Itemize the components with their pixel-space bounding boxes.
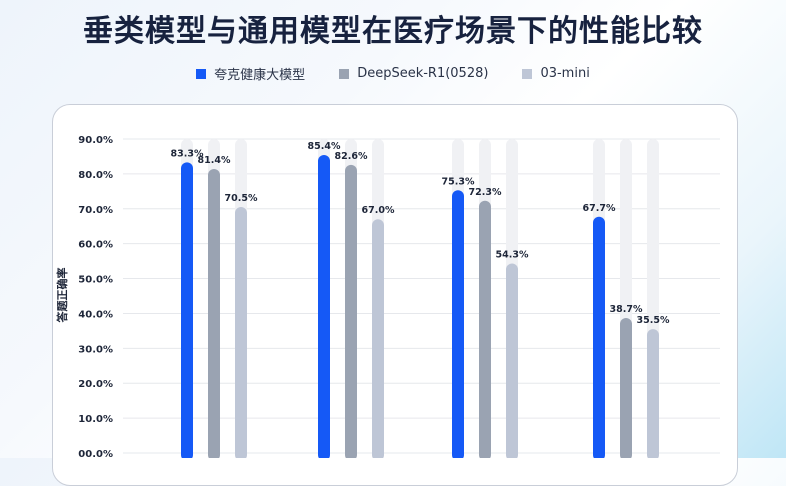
- legend-item-series-2: DeepSeek-R1(0528): [339, 64, 488, 83]
- bar: [506, 263, 518, 458]
- legend-label-series-1: 夸克健康大模型: [214, 68, 306, 83]
- legend: 夸克健康大模型 DeepSeek-R1(0528) 03-mini: [0, 64, 786, 83]
- y-tick-label: 70.0%: [78, 205, 113, 216]
- legend-label-series-2: DeepSeek-R1(0528): [357, 66, 489, 81]
- bar: [235, 207, 247, 458]
- y-tick-label: 40.0%: [78, 309, 113, 320]
- bar: [593, 216, 605, 458]
- data-label: 72.3%: [469, 187, 502, 198]
- y-tick-label: 80.0%: [78, 170, 113, 181]
- chart-title: 垂类模型与通用模型在医疗场景下的性能比较: [83, 14, 703, 49]
- data-label: 81.4%: [198, 155, 231, 166]
- bar: [208, 169, 220, 458]
- bar: [647, 329, 659, 458]
- data-label: 38.7%: [610, 304, 643, 315]
- data-label: 54.3%: [496, 250, 529, 261]
- data-label: 82.6%: [335, 151, 368, 162]
- y-tick-label: 10.0%: [78, 414, 113, 425]
- bar: [372, 219, 384, 458]
- data-label: 70.5%: [225, 193, 258, 204]
- legend-label-series-3: 03-mini: [540, 66, 590, 81]
- legend-swatch-series-3: [522, 68, 533, 79]
- bar-chart: 00.0% 10.0% 20.0% 30.0% 40.0% 50.0% 60.0% 70.0%…: [78, 135, 720, 458]
- legend-item-series-3: 03-mini: [522, 64, 590, 83]
- y-tick-label: 30.0%: [78, 344, 113, 355]
- y-tick-label: 00.0%: [78, 449, 113, 458]
- y-axis-label: 答题正确率: [56, 267, 69, 323]
- data-label: 83.3%: [171, 148, 204, 159]
- data-label: 67.7%: [583, 203, 616, 214]
- y-tick-label: 20.0%: [78, 379, 113, 390]
- data-label: 85.4%: [308, 141, 341, 152]
- data-label: 75.3%: [442, 176, 475, 187]
- bar: [620, 317, 632, 458]
- bar: [345, 164, 357, 458]
- legend-swatch-series-2: [339, 68, 350, 79]
- data-label: 35.5%: [637, 315, 670, 326]
- y-tick-label: 90.0%: [78, 135, 113, 146]
- bar: [318, 155, 330, 458]
- y-tick-label: 50.0%: [78, 275, 113, 286]
- bar: [181, 162, 193, 458]
- legend-item-series-1: 夸克健康大模型: [196, 64, 305, 83]
- data-label: 67.0%: [362, 205, 395, 216]
- y-tick-label: 60.0%: [78, 240, 113, 251]
- bar: [479, 200, 491, 458]
- bar: [452, 190, 464, 458]
- legend-swatch-series-1: [196, 68, 207, 79]
